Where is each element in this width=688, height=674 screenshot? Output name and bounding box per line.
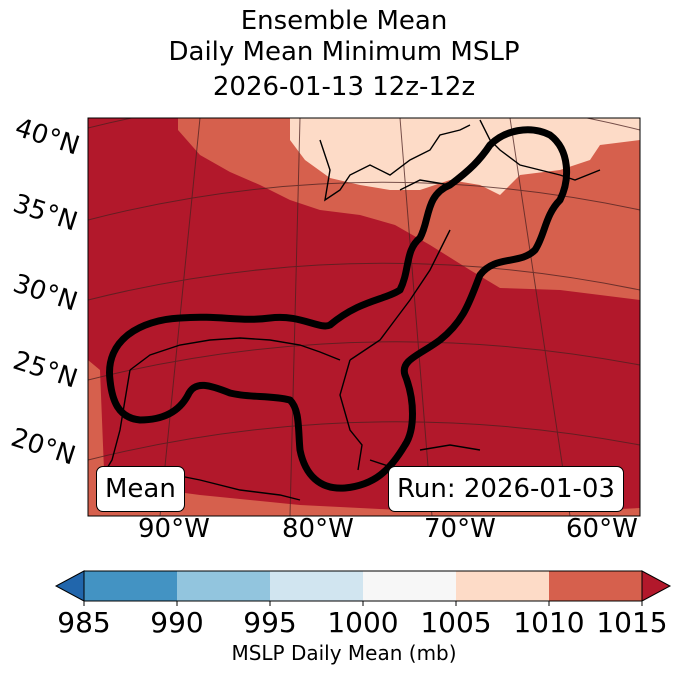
colorbar-tick-1000: 1000 [327, 606, 399, 639]
colorbar-segment-985-990 [84, 571, 177, 601]
run-date-box: Run: 2026-01-03 [388, 466, 624, 512]
lon-label-90w: 90°W [138, 514, 210, 544]
colorbar-tick-995: 995 [243, 606, 297, 639]
mean-label-box: Mean [96, 466, 185, 512]
colorbar-label: MSLP Daily Mean (mb) [231, 641, 457, 665]
colorbar-segment-1005-1010 [456, 571, 549, 601]
colorbar-tick-1005: 1005 [420, 606, 492, 639]
map-panel [88, 118, 640, 516]
title-line-1: Ensemble Mean [240, 6, 448, 36]
colorbar [54, 570, 672, 606]
colorbar-segment-1000-1005 [363, 571, 456, 601]
lon-label-70w: 70°W [424, 514, 496, 544]
colorbar-segment-990-995 [177, 571, 270, 601]
colorbar-segment-1010-1015 [549, 571, 642, 601]
ensemble-outline [106, 126, 571, 492]
lon-label-60w: 60°W [566, 514, 638, 544]
colorbar-tick-985: 985 [57, 606, 111, 639]
colorbar-extend-high [641, 570, 672, 602]
colorbar-segment-995-1000 [270, 571, 363, 601]
mslp-field-south-band [88, 480, 640, 516]
lon-label-80w: 80°W [282, 514, 354, 544]
colorbar-tick-1010: 1010 [513, 606, 585, 639]
title-line-2: Daily Mean Minimum MSLP [168, 37, 520, 67]
colorbar-tick-1015: 1015 [596, 606, 668, 639]
map-frame [87, 117, 641, 517]
colorbar-extend-low [54, 570, 85, 602]
colorbar-tick-990: 990 [150, 606, 204, 639]
title-line-3: 2026-01-13 12z-12z [212, 72, 476, 102]
